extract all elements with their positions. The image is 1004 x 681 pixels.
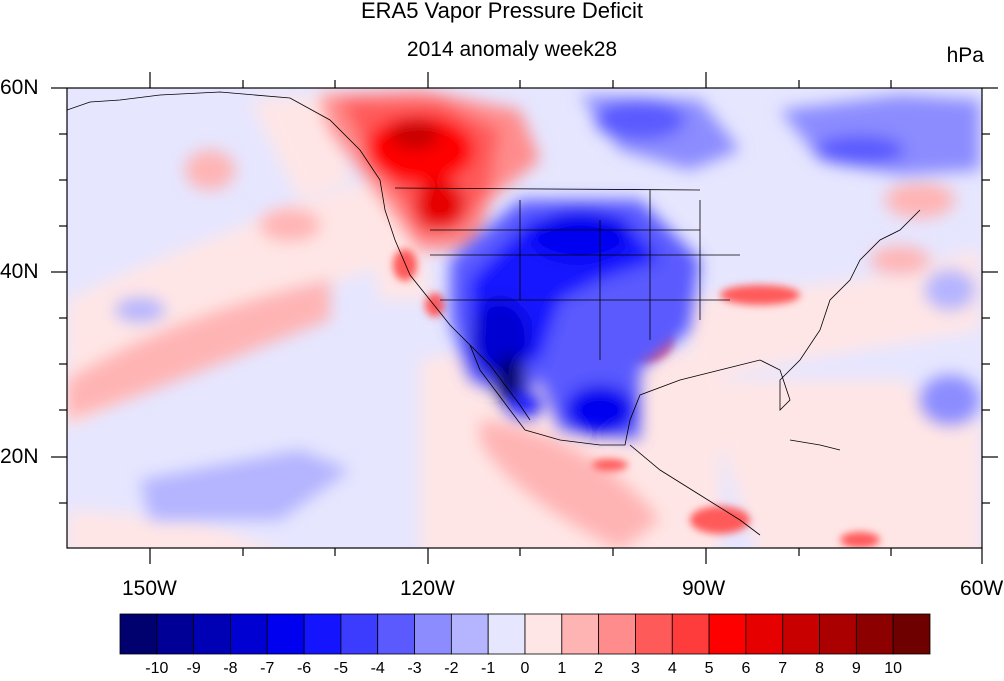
colorbar-label: -7 — [260, 660, 275, 677]
colorbar-swatch — [671, 613, 710, 655]
colorbar-swatch — [892, 613, 931, 655]
colorbar-label: 1 — [557, 660, 567, 677]
colorbar-label: 10 — [884, 660, 903, 677]
lon-label-60w: 60W — [960, 577, 1004, 600]
lat-label-20n: 20N — [0, 445, 39, 468]
colorbar-swatch — [855, 613, 894, 655]
colorbar-swatch — [156, 613, 195, 655]
lat-label-40n: 40N — [0, 260, 39, 283]
lat-label-60n: 60N — [0, 76, 39, 99]
lon-label-120w: 120W — [400, 577, 455, 600]
colorbar-swatch — [119, 613, 158, 655]
colorbar-label: -9 — [186, 660, 201, 677]
colorbar-label: 6 — [741, 660, 751, 677]
colorbar-label: -6 — [296, 660, 312, 677]
colorbar-label: 7 — [778, 660, 788, 677]
colorbar-swatch — [266, 613, 305, 655]
colorbar-swatch — [708, 613, 747, 655]
colorbar-label: -8 — [223, 660, 238, 677]
colorbar-label: -1 — [481, 660, 496, 677]
colorbar-swatch — [450, 613, 489, 655]
colorbar-swatch — [745, 613, 784, 655]
colorbar-label: 3 — [631, 660, 640, 677]
map-title: ERA5 Vapor Pressure Deficit — [360, 0, 644, 23]
colorbar-swatch — [819, 613, 857, 655]
coastline-layer — [67, 91, 921, 536]
colorbar-swatch — [414, 613, 452, 655]
lon-label-90w: 90W — [682, 577, 726, 600]
colorbar-label: -5 — [333, 660, 349, 677]
colorbar-swatch — [561, 613, 600, 655]
colorbar-swatch — [524, 613, 563, 655]
colorbar-label: 0 — [520, 660, 530, 677]
colorbar-label: 4 — [667, 660, 677, 677]
colorbar-label: 5 — [704, 660, 714, 677]
colorbar-label: 8 — [815, 660, 824, 677]
colorbar-swatch — [782, 613, 820, 655]
colorbar-swatch — [487, 613, 526, 655]
lon-label-150w: 150W — [122, 577, 177, 600]
axis-ticks — [51, 72, 998, 564]
colorbar-swatch — [377, 613, 415, 655]
colorbar-label: -3 — [407, 660, 422, 677]
colorbar-label: 9 — [851, 660, 861, 677]
colorbar-swatch — [230, 613, 268, 655]
colorbar-label: -2 — [444, 660, 459, 677]
colorbar-swatch — [598, 613, 636, 655]
colorbar-label: -10 — [145, 660, 169, 677]
colorbar-swatch — [193, 613, 231, 655]
colorbar-swatch — [340, 613, 379, 655]
units-label: hPa — [946, 44, 984, 67]
anomaly-field — [67, 88, 982, 548]
colorbar-swatch — [303, 613, 342, 655]
colorbar-swatch — [635, 613, 673, 655]
map-subtitle: 2014 anomaly week28 — [406, 38, 618, 61]
colorbar-label: 2 — [594, 660, 604, 677]
colorbar-label: -4 — [370, 660, 385, 677]
